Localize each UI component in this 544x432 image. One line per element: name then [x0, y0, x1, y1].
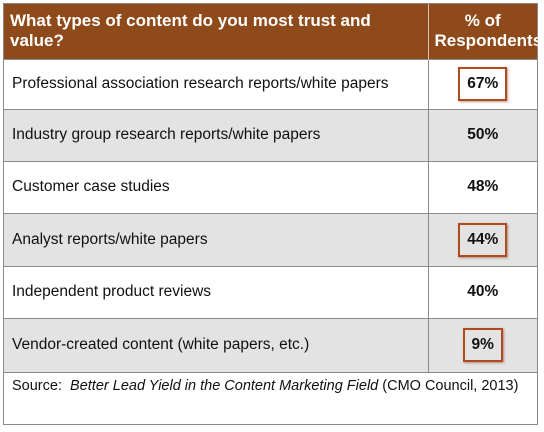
table-row: Independent product reviews 40% — [4, 265, 537, 318]
row-value: 44% — [467, 230, 499, 248]
highlight-box: 67% — [458, 67, 508, 101]
row-value: 50% — [467, 126, 499, 143]
row-value-cell: 50% — [428, 108, 537, 161]
row-value-cell: 67% — [428, 58, 537, 109]
header-row: What types of content do you most trust … — [4, 4, 542, 59]
row-value: 67% — [467, 75, 499, 92]
row-label: Professional association research report… — [4, 58, 429, 109]
row-value-cell: 9% — [428, 317, 537, 372]
row-value-cell: 40% — [428, 265, 537, 318]
source-title: Better Lead Yield in the Content Marketi… — [70, 378, 379, 394]
row-label: Industry group research reports/white pa… — [4, 108, 429, 161]
row-label: Vendor-created content (white papers, et… — [4, 317, 429, 372]
table-row: Industry group research reports/white pa… — [4, 108, 537, 161]
row-label: Independent product reviews — [4, 265, 429, 318]
row-label: Analyst reports/white papers — [4, 212, 429, 266]
row-value: 48% — [467, 178, 499, 195]
highlight-box: 44% — [458, 222, 508, 257]
row-value: 9% — [471, 336, 494, 354]
table-row: Vendor-created content (white papers, et… — [4, 317, 537, 372]
survey-table: What types of content do you most trust … — [4, 4, 542, 372]
table-row: Customer case studies 48% — [4, 160, 537, 213]
row-label: Customer case studies — [4, 160, 429, 213]
highlight-box: 9% — [462, 328, 504, 363]
row-value-cell: 48% — [428, 160, 537, 213]
percent-header: % of Respondents — [428, 4, 542, 59]
table-row: Analyst reports/white papers 44% — [4, 212, 537, 266]
source-prefix: Source: — [12, 378, 62, 394]
question-header: What types of content do you most trust … — [4, 4, 429, 59]
source-note: Source: Better Lead Yield in the Content… — [4, 372, 537, 400]
row-value-cell: 44% — [428, 212, 537, 266]
table-row: Professional association research report… — [4, 58, 537, 109]
row-value: 40% — [467, 283, 499, 300]
survey-table-frame: What types of content do you most trust … — [3, 3, 542, 425]
source-suffix: (CMO Council, 2013) — [382, 378, 519, 394]
